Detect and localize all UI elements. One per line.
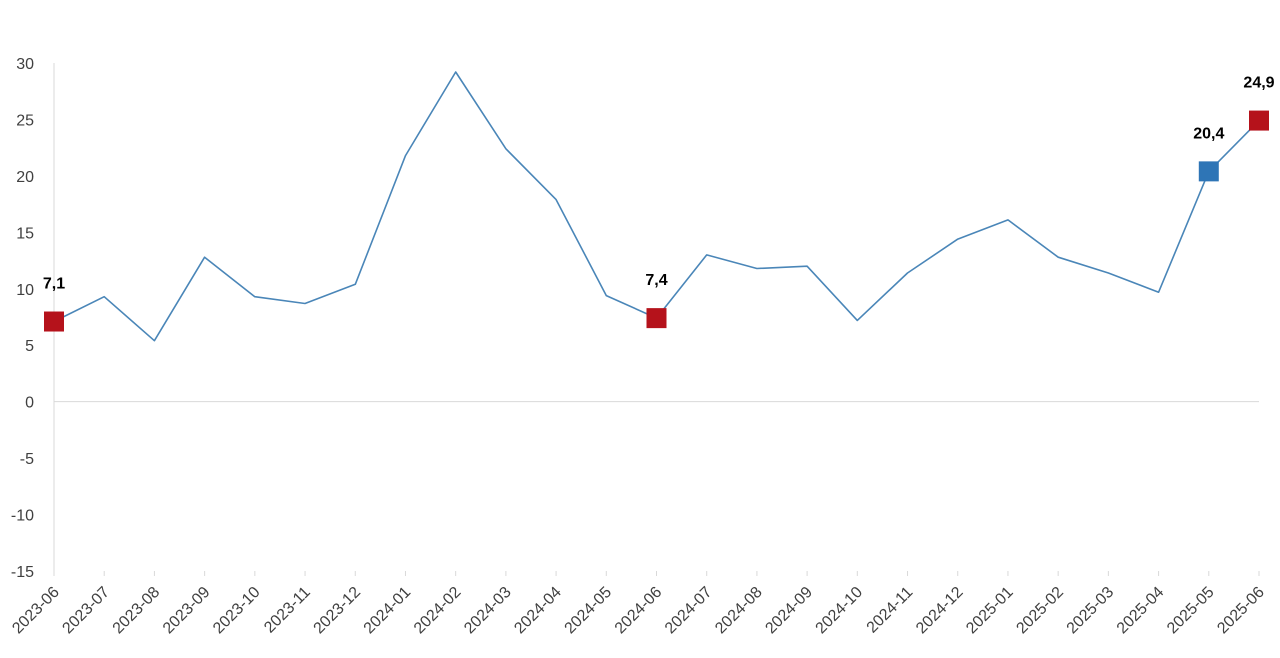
y-tick-label: -10 [11, 508, 34, 525]
series-line [53, 71, 1260, 342]
x-tick-label: 2025-03 [1064, 584, 1118, 638]
y-tick-label: 0 [25, 395, 34, 412]
y-tick-label: 10 [16, 282, 34, 299]
x-tick-label: 2024-07 [662, 584, 716, 638]
data-label: 7,4 [645, 272, 667, 289]
x-tick-label: 2023-08 [110, 584, 164, 638]
y-tick-label: 30 [16, 56, 34, 73]
y-tick-label: 25 [16, 112, 34, 129]
highlight-marker [1198, 161, 1219, 182]
x-tick-label: 2025-04 [1114, 584, 1168, 638]
data-label: 24,9 [1243, 75, 1274, 92]
y-tick-label: 5 [25, 338, 34, 355]
highlight-marker [44, 311, 64, 332]
x-tick-label: 2024-03 [461, 584, 515, 638]
y-tick-label: -5 [20, 451, 34, 468]
y-tick-label: -15 [11, 564, 34, 581]
x-tick-label: 2024-02 [411, 584, 465, 638]
x-tick-label: 2025-05 [1164, 584, 1218, 638]
x-tick-label: 2024-06 [612, 584, 666, 638]
x-tick-label: 2024-04 [511, 584, 565, 638]
data-label: 7,1 [43, 276, 65, 293]
x-tick-label: 2025-01 [963, 584, 1017, 638]
highlight-marker [646, 308, 667, 329]
x-tick-label: 2023-10 [210, 584, 264, 638]
x-tick-label: 2025-02 [1013, 584, 1067, 638]
x-tick-label: 2024-11 [864, 584, 917, 637]
x-tick-label: 2025-06 [1214, 584, 1268, 638]
x-tick-label: 2023-06 [9, 584, 63, 638]
x-tick-label: 2023-11 [261, 584, 314, 637]
x-tick-label: 2023-12 [311, 584, 365, 638]
x-tick-label: 2023-07 [59, 584, 113, 638]
highlight-marker [1249, 110, 1269, 131]
y-axis: 30 25 20 15 10 5 0 -5 -10 -15 [11, 56, 55, 581]
x-tick-label: 2024-08 [712, 584, 766, 638]
x-axis: 2023-062023-072023-082023-092023-102023-… [9, 401, 1268, 638]
highlight-markers: 7,1 7,4 20,4 24,9 [43, 75, 1275, 332]
x-tick-label: 2024-01 [361, 584, 415, 638]
x-tick-label: 2024-10 [813, 584, 867, 638]
series-group [53, 71, 1260, 342]
x-tick-label: 2024-12 [913, 584, 967, 638]
x-tick-label: 2023-09 [160, 584, 214, 638]
x-tick-label: 2024-09 [762, 584, 816, 638]
x-tick-label: 2024-05 [562, 584, 616, 638]
y-tick-label: 20 [16, 169, 34, 186]
data-label: 20,4 [1193, 125, 1224, 142]
y-tick-label: 15 [16, 225, 34, 242]
